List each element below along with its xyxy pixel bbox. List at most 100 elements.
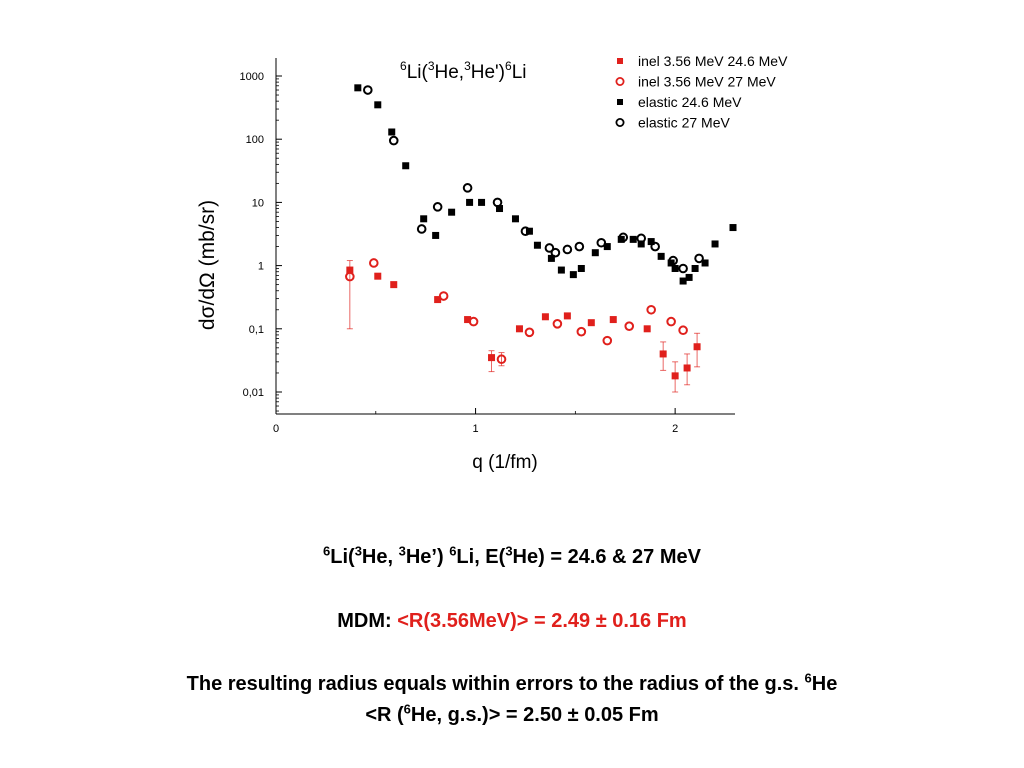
- superscript-mass-number: 6: [403, 701, 411, 717]
- series-1-point: [438, 291, 449, 301]
- series-0-point: [374, 272, 382, 280]
- title-text: Li: [512, 62, 527, 83]
- series-2-point: [420, 215, 428, 223]
- series-0-point: [671, 372, 679, 380]
- y-tick-label: 1: [258, 261, 264, 273]
- series-2-point: [547, 254, 555, 262]
- series-3-point: [462, 183, 473, 193]
- legend-marker: [615, 77, 625, 87]
- series-1-point: [524, 327, 535, 338]
- superscript-mass-number: 6: [804, 670, 812, 686]
- y-tick-label: 0,1: [249, 324, 264, 336]
- series-0-point: [563, 312, 571, 320]
- series-1-point: [345, 271, 355, 282]
- legend-marker: [615, 118, 625, 128]
- y-tick-label: 100: [246, 134, 264, 146]
- series-1-point: [602, 335, 613, 346]
- series-3-point: [492, 197, 503, 208]
- series-0-point: [587, 319, 595, 327]
- series-0-point: [683, 364, 691, 372]
- series-3-point: [416, 224, 427, 234]
- series-3-point: [363, 85, 373, 95]
- series-2-point: [478, 198, 486, 206]
- caption-text: He, g.s.)> = 2.50 ± 0.05 Fm: [410, 704, 659, 726]
- series-1-point: [496, 354, 507, 365]
- series-1-point: [468, 316, 479, 327]
- series-0-point: [464, 316, 472, 324]
- cross-section-chart: 1000 100 10 1 0,1 0,01 0 1 2 q (1/fm) dσ/dΩ (mb/sr…: [196, 53, 788, 473]
- series-3-point: [544, 243, 555, 253]
- caption-text: He) = 24.6 & 27 MeV: [512, 546, 701, 568]
- series-2-point: [533, 241, 541, 249]
- series-2-point: [685, 273, 693, 281]
- legend-entry: inel 3.56 MeV 27 MeV: [638, 74, 776, 90]
- series-2-point: [448, 208, 456, 216]
- title-text: Li(: [407, 62, 429, 83]
- series-2-point: [617, 235, 625, 243]
- legend-entry: inel 3.56 MeV 24.6 MeV: [638, 53, 788, 69]
- caption-conclusion: The resulting radius equals within error…: [0, 670, 1024, 696]
- series-3-point: [432, 202, 443, 212]
- series-3-point: [596, 237, 607, 248]
- caption-reaction: 6Li(3He, 3He’) 6Li, E(3He) = 24.6 & 27 M…: [0, 543, 1024, 569]
- series-3-point: [388, 135, 399, 146]
- series-2-point: [637, 240, 645, 248]
- series-2-point: [557, 266, 565, 274]
- x-axis-label: q (1/fm): [472, 452, 537, 473]
- series-1-point: [368, 258, 379, 268]
- series-0-point: [693, 343, 701, 351]
- caption-text: He’): [405, 546, 450, 568]
- series-2-point: [701, 259, 709, 267]
- series-3-point: [574, 241, 585, 252]
- y-tick-label: 10: [252, 197, 264, 209]
- caption-text: Li(: [330, 546, 355, 568]
- legend-marker: [617, 99, 623, 105]
- series-0-point: [659, 350, 667, 358]
- series-3-point: [550, 247, 561, 258]
- series-2-point: [496, 205, 504, 213]
- series-2-point: [671, 264, 679, 272]
- series-0-point: [541, 313, 549, 321]
- series-2-point: [511, 215, 519, 223]
- series-1-point: [678, 325, 688, 336]
- y-tick-label: 0,01: [243, 387, 264, 399]
- series-0-point: [346, 266, 354, 274]
- series-2-point: [691, 264, 699, 272]
- y-tick-label: 1000: [240, 71, 264, 83]
- legend-marker: [617, 58, 623, 64]
- series-2-point: [603, 243, 611, 251]
- series-3-point: [618, 232, 629, 243]
- caption-mdm-value: <R(3.56MeV)> = 2.49 ± 0.16 Fm: [397, 610, 687, 632]
- title-text: He,: [435, 62, 465, 83]
- x-tick-label: 0: [273, 423, 279, 435]
- series-2-point: [466, 198, 474, 206]
- series-0-point: [488, 354, 496, 362]
- series-1-point: [576, 326, 587, 337]
- superscript-mass-number: 3: [398, 543, 406, 559]
- series-2-point: [679, 277, 687, 285]
- caption-text: <R (: [365, 704, 404, 726]
- x-tick-label: 2: [672, 423, 678, 435]
- series-2-point: [388, 128, 396, 136]
- caption-gs-radius: <R (6He, g.s.)> = 2.50 ± 0.05 Fm: [0, 701, 1024, 727]
- series-3-point: [650, 241, 660, 252]
- series-2-point: [591, 249, 599, 257]
- title-text: He'): [471, 62, 505, 83]
- caption-text: The resulting radius equals within error…: [186, 673, 805, 695]
- series-3-point: [636, 233, 647, 244]
- series-2-point: [657, 252, 665, 260]
- legend-entry: elastic 24.6 MeV: [638, 94, 742, 110]
- series-0-point: [609, 316, 617, 324]
- title-superscript: 6: [400, 59, 407, 73]
- series-1-point: [646, 304, 656, 315]
- series-3-point: [678, 263, 688, 274]
- series-1-point: [666, 316, 676, 327]
- series-2-point: [729, 224, 737, 232]
- title-superscript: 3: [428, 59, 435, 73]
- series-2-point: [577, 264, 585, 272]
- superscript-mass-number: 3: [505, 543, 513, 559]
- series-0-point: [643, 325, 651, 333]
- superscript-mass-number: 6: [449, 543, 457, 559]
- series-0-point: [390, 281, 398, 289]
- series-2-point: [711, 240, 719, 248]
